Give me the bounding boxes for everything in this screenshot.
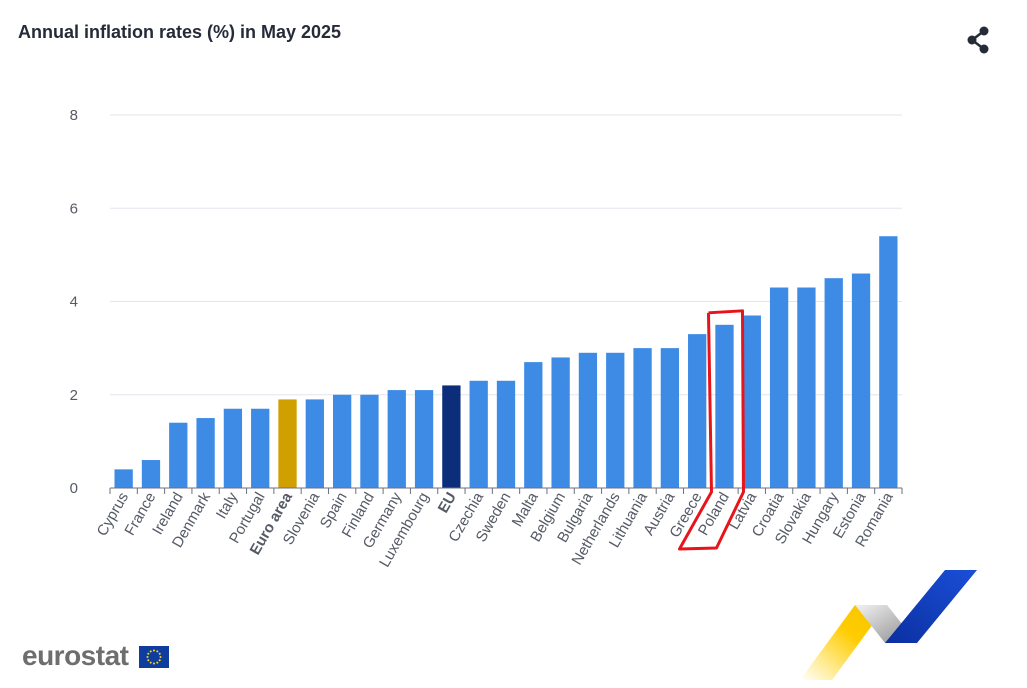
x-tick-label: EU	[435, 490, 460, 517]
eu-flag-icon	[139, 646, 169, 668]
bar-hungary[interactable]	[824, 278, 843, 488]
bar-malta[interactable]	[524, 362, 543, 488]
chart-title: Annual inflation rates (%) in May 2025	[18, 22, 342, 42]
share-icon[interactable]	[962, 24, 994, 56]
bar-euro-area[interactable]	[278, 399, 297, 488]
bar-bulgaria[interactable]	[578, 352, 598, 488]
y-tick-label: 6	[70, 200, 78, 217]
bar-czechia[interactable]	[469, 380, 488, 488]
bar-sweden[interactable]	[496, 380, 516, 488]
bar-finland[interactable]	[360, 394, 379, 488]
y-tick-label: 4	[70, 294, 78, 311]
highlight-outline	[677, 309, 745, 551]
bar-cyprus[interactable]	[114, 469, 133, 488]
bar-belgium[interactable]	[551, 357, 570, 488]
x-axis	[109, 487, 903, 494]
bar-latvia[interactable]	[742, 315, 761, 488]
y-tick-label: 8	[70, 107, 78, 124]
y-tick-label: 2	[70, 387, 78, 404]
bar-portugal[interactable]	[251, 408, 270, 488]
bar-germany[interactable]	[387, 390, 406, 488]
bar-eu[interactable]	[442, 385, 461, 488]
bar-austria[interactable]	[660, 348, 680, 488]
bar-italy[interactable]	[223, 408, 243, 488]
poland-highlight-annotation	[677, 309, 745, 551]
y-axis-ticks: 0 2 4 6 8	[70, 107, 78, 497]
bar-romania[interactable]	[879, 236, 898, 488]
bar-greece[interactable]	[688, 334, 707, 488]
bar-denmark[interactable]	[196, 418, 215, 488]
y-tick-label: 0	[70, 480, 78, 497]
bar-poland[interactable]	[715, 324, 734, 488]
bar-spain[interactable]	[332, 394, 352, 488]
bar-ireland[interactable]	[169, 422, 188, 488]
x-axis-labels: CyprusFranceIrelandDenmarkItalyPortugalE…	[94, 489, 897, 570]
bar-france[interactable]	[141, 460, 161, 488]
bar-lithuania[interactable]	[633, 348, 652, 488]
bar-slovakia[interactable]	[797, 287, 816, 488]
bar-netherlands[interactable]	[606, 352, 625, 488]
bar-luxembourg[interactable]	[414, 390, 434, 488]
bar-croatia[interactable]	[769, 287, 789, 488]
decorative-ribbon-graphic	[800, 570, 977, 680]
eurostat-logo: eurostat	[22, 640, 129, 671]
bars	[114, 236, 898, 488]
bar-slovenia[interactable]	[305, 399, 324, 488]
bar-estonia[interactable]	[851, 273, 871, 488]
